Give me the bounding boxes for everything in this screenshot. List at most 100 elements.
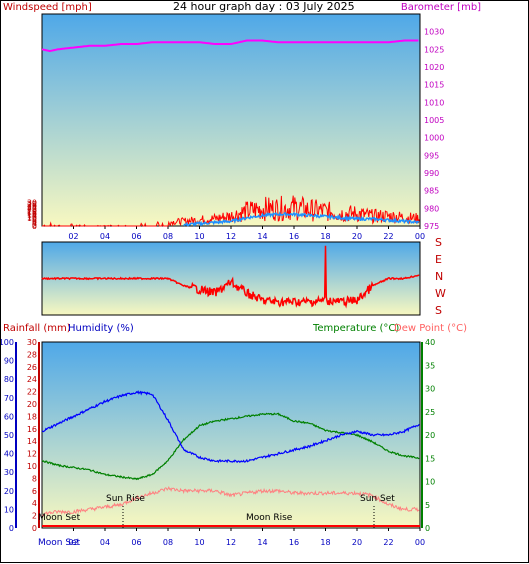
baro-y-tick-label: 1020 [424,63,444,72]
humidity-tick-label: 50 [4,431,14,440]
wind-x-tick-label: 02 [68,232,78,241]
wind-y-tick-label: 14 [27,211,37,220]
rainfall-tick-label: 10 [27,462,37,471]
wind-x-tick-label: 10 [194,232,204,241]
temperature-tick-label: 5 [425,501,430,510]
rainfall-tick-label: 30 [27,338,37,347]
humidity-tick-label: 0 [9,524,14,533]
wind-y-tick-label: 6 [32,217,37,226]
temp-x-tick-label: 04 [100,538,110,547]
wind-x-tick-label: 18 [320,232,330,241]
sun-rise-label: Sun Rise [106,494,145,504]
wind-x-tick-label: 08 [163,232,173,241]
temp-x-tick-label: 00 [415,538,425,547]
temp-x-tick-label: 18 [320,538,330,547]
baro-y-tick-label: 995 [424,151,439,160]
rainfall-tick-label: 22 [27,388,37,397]
wind-y-tick-label: 2 [32,220,37,229]
humidity-tick-label: 20 [4,487,14,496]
rainfall-tick-label: 18 [27,412,37,421]
rainfall-tick-label: 8 [32,474,37,483]
series-dewpoint [42,485,420,517]
temp-x-tick-label: 08 [163,538,173,547]
temp-x-tick-label: 16 [289,538,299,547]
temp-x-tick-label: 22 [383,538,393,547]
series-gust-average [183,211,420,227]
rainfall-tick-label: 4 [32,499,37,508]
baro-y-tick-label: 975 [424,222,439,231]
baro-y-tick-label: 1005 [424,116,444,125]
dewpoint-axis-label: Dew Point (°C) [394,323,467,334]
wind-y-tick-label: 4 [32,219,37,228]
temp-x-tick-label: 14 [257,538,267,547]
temperature-axis-label: Temperature (°C) [312,323,399,334]
temp-panel-ticks: 0102030405060708090100024681012141618202… [1,338,435,533]
temp-x-tick-label: 10 [194,538,204,547]
wind-y-tick-label: 18 [27,208,37,217]
barometer-axis-label: Barometer [mb] [401,2,481,13]
wind-y-tick-label: 26 [27,202,37,211]
series-humidity [41,390,420,464]
humidity-tick-label: 60 [4,412,14,421]
humidity-tick-label: 40 [4,450,14,459]
moon-set-axis-label: Moon Set [38,538,81,548]
humidity-axis-label: Humidity (%) [68,323,134,334]
direction-label: E [435,253,442,266]
rainfall-tick-label: 6 [32,487,37,496]
wind-y-tick-label: 22 [27,205,37,214]
wind-y-tick-label: 10 [27,214,37,223]
humidity-tick-label: 30 [4,468,14,477]
chart-title: 24 hour graph day : 03 July 2025 [173,1,355,13]
wind-x-tick-label: 22 [383,232,393,241]
direction-label: N [435,270,443,283]
wind-x-tick-label: 04 [100,232,110,241]
direction-label: S [435,236,442,249]
temperature-tick-label: 25 [425,408,435,417]
humidity-tick-label: 10 [4,505,14,514]
rainfall-tick-label: 26 [27,363,37,372]
wind-x-tick-label: 06 [131,232,141,241]
series-wind-direction [41,245,420,309]
wind-x-tick-label: 12 [226,232,236,241]
temp-x-tick-label: 12 [226,538,236,547]
humidity-tick-label: 80 [4,375,14,384]
baro-y-tick-label: 1015 [424,81,444,90]
windspeed-axis-label: Windspeed [mph] [3,2,92,13]
baro-y-ticks: 975 980 985 990 995 1000 1005 1010 1015 1020 1025 1… [424,28,444,231]
wind-x-tick-label: 16 [289,232,299,241]
baro-y-tick-label: 1000 [424,134,444,143]
moon-rise-label: Moon Rise [246,513,293,523]
direction-label: S [435,304,442,317]
humidity-tick-label: 100 [1,338,14,347]
rainfall-tick-label: 12 [27,450,37,459]
rainfall-tick-label: 14 [27,437,37,446]
temp-x-tick-label: 06 [131,538,141,547]
humidity-tick-label: 70 [4,394,14,403]
humidity-tick-label: 90 [4,357,14,366]
rainfall-tick-label: 2 [32,512,37,521]
rainfall-axis-label: Rainfall (mm) [3,323,71,334]
rainfall-tick-label: 20 [27,400,37,409]
baro-y-tick-label: 1030 [424,28,444,37]
wind-y-tick-label: 12 [27,213,37,222]
baro-y-tick-label: 1025 [424,45,444,54]
baro-y-tick-label: 990 [424,169,439,178]
series-barometer [41,39,419,53]
temp-x-ticks: 02 04 06 08 10 12 14 16 18 20 22 00 [68,528,425,547]
baro-y-tick-label: 980 [424,204,439,213]
temperature-tick-label: 0 [425,524,430,533]
wind-x-tick-label: 20 [352,232,362,241]
wind-y-tick-label: 20 [27,206,37,215]
temperature-tick-label: 40 [425,338,435,347]
temperature-tick-label: 30 [425,385,435,394]
temperature-tick-label: 20 [425,431,435,440]
rainfall-tick-label: 24 [27,375,37,384]
baro-y-tick-label: 1010 [424,98,444,107]
temperature-tick-label: 15 [425,454,435,463]
wind-y-tick-label: 24 [27,203,37,212]
direction-label: W [435,287,446,300]
